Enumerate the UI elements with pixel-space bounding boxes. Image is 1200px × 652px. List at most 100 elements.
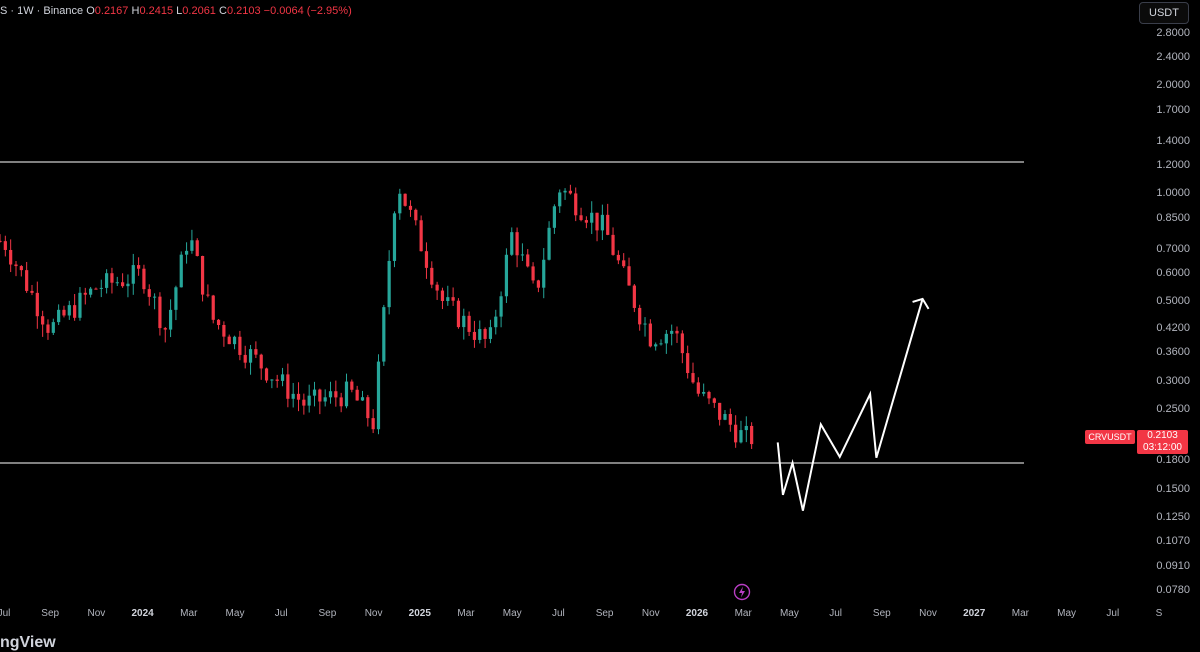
- candle-body: [606, 214, 610, 235]
- candle-body: [483, 329, 487, 339]
- candle-body: [643, 323, 647, 325]
- time-tick: Nov: [87, 608, 106, 619]
- candle-body: [57, 309, 61, 323]
- candle-body: [510, 232, 514, 255]
- candle-body: [654, 344, 658, 347]
- price-tick: 2.0000: [1156, 79, 1190, 91]
- candle-body: [568, 190, 572, 194]
- candle-body: [67, 305, 71, 316]
- candle-body: [3, 241, 7, 250]
- candle-body: [323, 397, 327, 402]
- candle-body: [419, 220, 423, 252]
- price-tick: 1.2000: [1156, 158, 1190, 171]
- candle-body: [595, 212, 599, 231]
- candle-body: [584, 220, 588, 223]
- high-value: 0.2415: [139, 5, 174, 17]
- candle-body: [632, 285, 636, 308]
- time-tick: 2027: [963, 608, 986, 619]
- candle-body: [366, 397, 370, 419]
- open-label: O: [86, 5, 95, 17]
- projection-arrowhead: [912, 297, 930, 310]
- candle-body: [14, 264, 18, 267]
- candle-body: [73, 305, 77, 318]
- candle-body: [435, 284, 439, 291]
- candle-body: [344, 381, 349, 407]
- candle-body: [702, 391, 706, 394]
- candle-body: [712, 398, 716, 403]
- candle-body: [686, 353, 690, 374]
- time-tick: Jul: [1106, 608, 1120, 619]
- candle-body: [291, 393, 295, 399]
- candle-body: [142, 268, 146, 290]
- candle-body: [222, 325, 226, 337]
- candle-body: [504, 254, 509, 297]
- candle-body: [744, 425, 748, 431]
- candle-body: [216, 319, 221, 326]
- candle-body: [531, 266, 535, 281]
- candle-body: [41, 316, 45, 325]
- candle-body: [78, 292, 82, 318]
- candle-body: [382, 307, 386, 362]
- price-tick: 2.4000: [1156, 50, 1190, 63]
- candle-body: [494, 316, 498, 328]
- candle-body: [526, 254, 530, 267]
- candle-body: [718, 402, 722, 420]
- candle-body: [739, 430, 743, 443]
- candle-body: [275, 379, 279, 381]
- price-tick: 0.1500: [1156, 482, 1190, 495]
- candle-body: [152, 296, 157, 298]
- candle-body: [339, 397, 343, 407]
- candle-body: [25, 270, 29, 291]
- candle-body: [723, 413, 727, 420]
- candle-body: [195, 240, 199, 256]
- price-tick: 1.7000: [1156, 104, 1190, 117]
- brand-logo: ngView: [0, 634, 56, 651]
- candle-body: [200, 255, 205, 295]
- lightning-icon[interactable]: [733, 583, 751, 601]
- candle-body: [254, 349, 258, 355]
- candle-body: [563, 190, 567, 193]
- candle-body: [19, 266, 23, 271]
- candle-body: [542, 259, 546, 288]
- candle-body: [168, 309, 173, 330]
- candle-body: [350, 381, 354, 390]
- candle-body: [451, 297, 455, 301]
- close-value: 0.2103: [226, 5, 261, 17]
- candle-body: [462, 315, 466, 328]
- currency-button[interactable]: USDT: [1139, 2, 1189, 24]
- time-tick: Sep: [872, 608, 891, 619]
- arrowhead: [912, 297, 930, 310]
- price-tick: 0.0780: [1156, 584, 1190, 597]
- time-tick: 2026: [685, 608, 709, 619]
- candle-body: [307, 395, 311, 406]
- candle-body: [387, 260, 391, 308]
- candle-body: [467, 315, 471, 332]
- candle-body: [174, 287, 178, 310]
- candle-body: [440, 290, 445, 302]
- candle-body: [488, 327, 493, 339]
- candle-body: [371, 418, 375, 430]
- candle-body: [99, 287, 103, 289]
- candle-body: [590, 212, 594, 223]
- time-tick: Nov: [919, 608, 937, 619]
- candle-body: [499, 296, 503, 317]
- high-label: H: [131, 5, 140, 17]
- candle-body: [302, 399, 306, 406]
- close-label: C: [219, 5, 227, 17]
- time-tick: Jul: [829, 608, 842, 619]
- candle-body: [131, 265, 135, 284]
- candle-body: [137, 265, 141, 269]
- candle-body: [547, 227, 551, 260]
- candle-body: [0, 240, 2, 242]
- candle-body: [622, 260, 626, 267]
- time-tick: Mar: [1011, 608, 1030, 619]
- low-value: 0.2061: [182, 5, 216, 17]
- last-price-tag: 0.2103 03:12:00: [1137, 430, 1188, 454]
- candle-body: [328, 391, 333, 398]
- candle-body: [648, 323, 652, 347]
- candle-body: [211, 295, 215, 320]
- price-tick: 0.1800: [1156, 454, 1190, 467]
- ohlc-legend: S · 1W · Binance O0.2167 H0.2415 L0.2061…: [0, 5, 352, 17]
- price-tick: 0.1250: [1156, 511, 1190, 523]
